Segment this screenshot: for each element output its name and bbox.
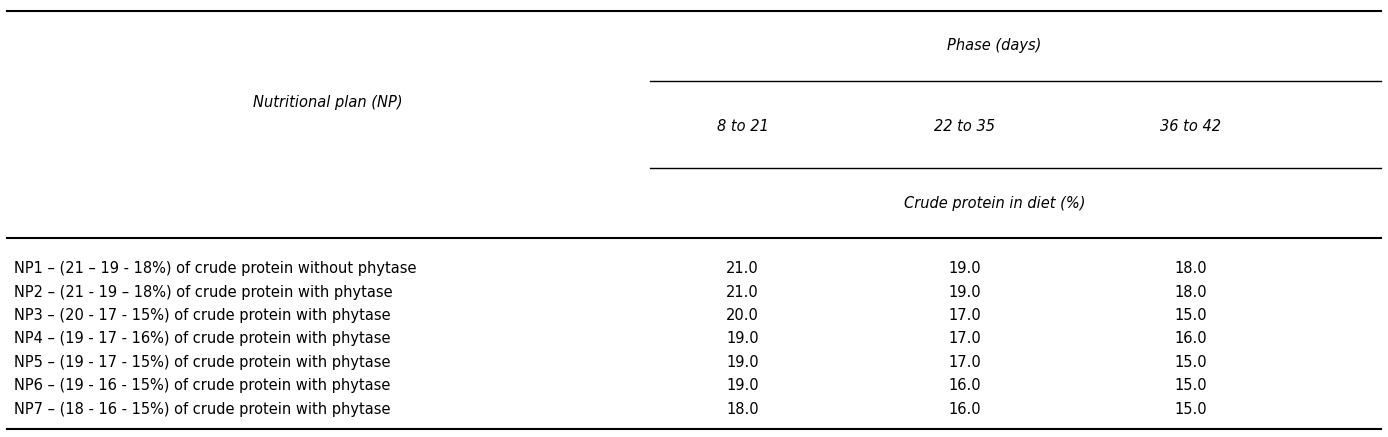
Text: 15.0: 15.0: [1174, 378, 1208, 393]
Text: 16.0: 16.0: [948, 402, 981, 416]
Text: NP6 – (19 - 16 - 15%) of crude protein with phytase: NP6 – (19 - 16 - 15%) of crude protein w…: [14, 378, 390, 393]
Text: NP4 – (19 - 17 - 16%) of crude protein with phytase: NP4 – (19 - 17 - 16%) of crude protein w…: [14, 331, 390, 347]
Text: 17.0: 17.0: [948, 355, 981, 370]
Text: 19.0: 19.0: [726, 378, 759, 393]
Text: 18.0: 18.0: [726, 402, 759, 416]
Text: 15.0: 15.0: [1174, 355, 1208, 370]
Text: 21.0: 21.0: [726, 284, 759, 300]
Text: NP7 – (18 - 16 - 15%) of crude protein with phytase: NP7 – (18 - 16 - 15%) of crude protein w…: [14, 402, 390, 416]
Text: 18.0: 18.0: [1174, 284, 1208, 300]
Text: 18.0: 18.0: [1174, 261, 1208, 276]
Text: 19.0: 19.0: [726, 355, 759, 370]
Text: NP5 – (19 - 17 - 15%) of crude protein with phytase: NP5 – (19 - 17 - 15%) of crude protein w…: [14, 355, 390, 370]
Text: 15.0: 15.0: [1174, 308, 1208, 323]
Text: 19.0: 19.0: [948, 284, 981, 300]
Text: 15.0: 15.0: [1174, 402, 1208, 416]
Text: 19.0: 19.0: [726, 331, 759, 347]
Text: 22 to 35: 22 to 35: [934, 119, 995, 134]
Text: NP2 – (21 - 19 – 18%) of crude protein with phytase: NP2 – (21 - 19 – 18%) of crude protein w…: [14, 284, 393, 300]
Text: Nutritional plan (NP): Nutritional plan (NP): [254, 95, 403, 110]
Text: 21.0: 21.0: [726, 261, 759, 276]
Text: NP3 – (20 - 17 - 15%) of crude protein with phytase: NP3 – (20 - 17 - 15%) of crude protein w…: [14, 308, 390, 323]
Text: 17.0: 17.0: [948, 308, 981, 323]
Text: 36 to 42: 36 to 42: [1160, 119, 1221, 134]
Text: 17.0: 17.0: [948, 331, 981, 347]
Text: 20.0: 20.0: [726, 308, 759, 323]
Text: 19.0: 19.0: [948, 261, 981, 276]
Text: 16.0: 16.0: [948, 378, 981, 393]
Text: 16.0: 16.0: [1174, 331, 1208, 347]
Text: NP1 – (21 – 19 - 18%) of crude protein without phytase: NP1 – (21 – 19 - 18%) of crude protein w…: [14, 261, 416, 276]
Text: Phase (days): Phase (days): [948, 38, 1041, 53]
Text: 8 to 21: 8 to 21: [716, 119, 769, 134]
Text: Crude protein in diet (%): Crude protein in diet (%): [904, 196, 1085, 211]
